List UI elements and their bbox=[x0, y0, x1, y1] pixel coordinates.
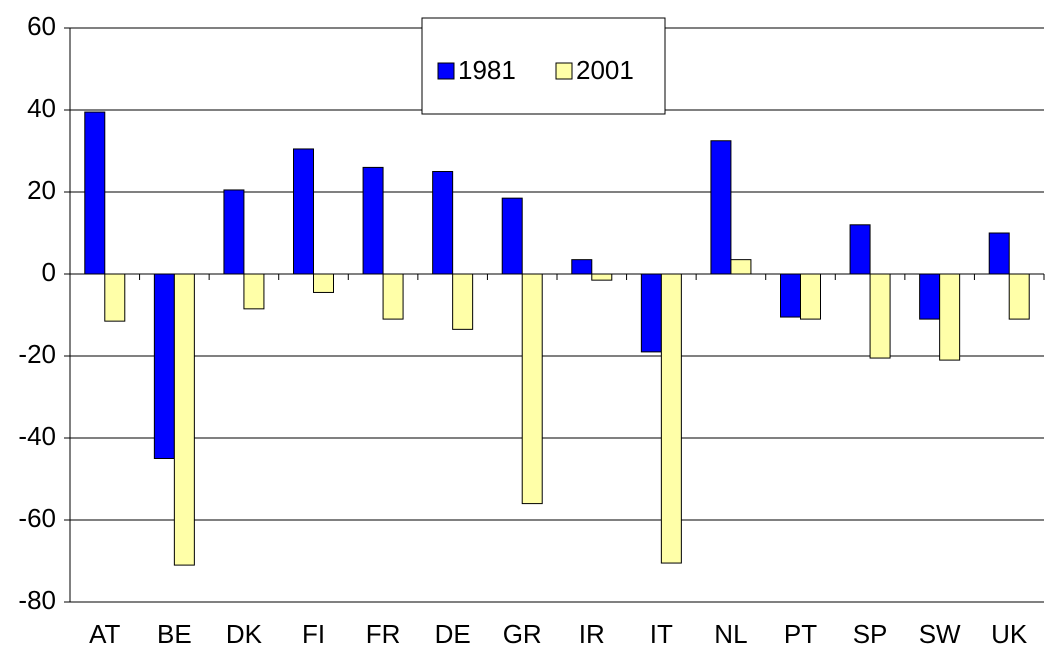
bar bbox=[730, 259, 752, 275]
y-tick-label: 20 bbox=[27, 175, 56, 205]
bar bbox=[919, 273, 941, 320]
x-tick-label: PT bbox=[784, 619, 817, 649]
bar bbox=[869, 273, 891, 359]
bar bbox=[293, 148, 314, 275]
y-tick-label: 0 bbox=[42, 257, 56, 287]
bar bbox=[104, 273, 126, 322]
x-tick-label: AT bbox=[89, 619, 120, 649]
x-tick-label: FR bbox=[366, 619, 401, 649]
bar bbox=[988, 232, 1010, 275]
y-tick-label: 40 bbox=[27, 93, 56, 123]
bar bbox=[452, 273, 474, 330]
legend-label: 2001 bbox=[576, 55, 634, 85]
legend-swatch bbox=[437, 62, 455, 80]
bar bbox=[223, 189, 245, 275]
bar bbox=[660, 273, 682, 564]
x-tick-label: NL bbox=[714, 619, 747, 649]
x-tick-label: DE bbox=[435, 619, 471, 649]
bar bbox=[591, 273, 613, 281]
x-tick-label: IR bbox=[579, 619, 605, 649]
x-tick-label: GR bbox=[503, 619, 542, 649]
bar bbox=[800, 273, 821, 320]
x-tick-label: UK bbox=[991, 619, 1028, 649]
y-tick-label: -60 bbox=[18, 503, 56, 533]
bar bbox=[313, 273, 334, 293]
bar bbox=[780, 273, 801, 318]
bar bbox=[153, 273, 175, 459]
x-tick-label: SW bbox=[919, 619, 961, 649]
bar bbox=[382, 273, 404, 320]
legend: 1981 2001 bbox=[421, 17, 666, 115]
legend-label: 1981 bbox=[458, 55, 516, 85]
y-tick-label: -80 bbox=[18, 585, 56, 615]
legend-swatch bbox=[555, 62, 573, 80]
bar bbox=[640, 273, 662, 353]
bar bbox=[939, 273, 961, 361]
y-tick-label: 60 bbox=[27, 11, 56, 41]
bar bbox=[1008, 273, 1030, 320]
x-tick-label: BE bbox=[157, 619, 192, 649]
x-tick-label: DK bbox=[226, 619, 263, 649]
bar bbox=[521, 273, 543, 505]
x-tick-label: IT bbox=[650, 619, 673, 649]
bar bbox=[243, 273, 265, 310]
x-tick-label: FI bbox=[302, 619, 325, 649]
bar bbox=[571, 259, 593, 275]
bar bbox=[432, 171, 454, 275]
bar bbox=[362, 166, 384, 275]
y-tick-label: -40 bbox=[18, 421, 56, 451]
legend-box bbox=[421, 17, 666, 115]
y-tick-label: -20 bbox=[18, 339, 56, 369]
bar bbox=[84, 111, 106, 275]
bar bbox=[849, 224, 871, 275]
bar bbox=[173, 273, 195, 566]
x-tick-label: SP bbox=[853, 619, 888, 649]
bar bbox=[501, 197, 523, 275]
bar bbox=[710, 140, 732, 275]
